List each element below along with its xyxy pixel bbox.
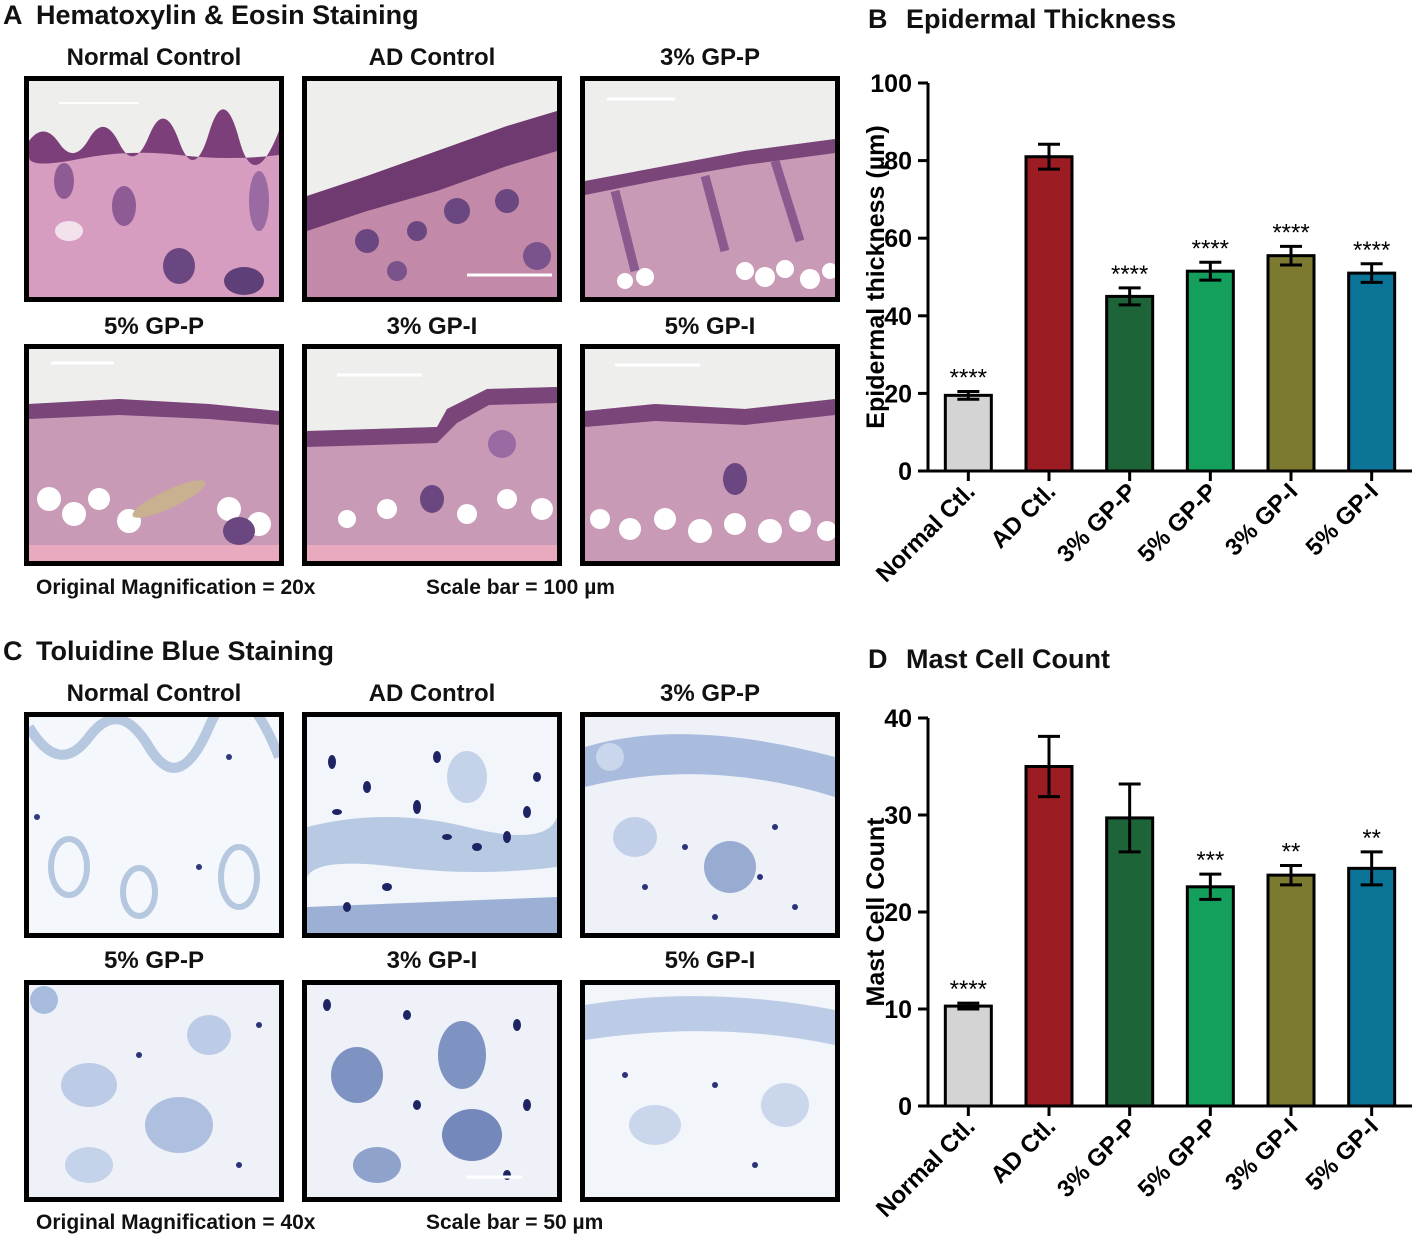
significance-label: ****	[1192, 235, 1229, 262]
y-tick-label: 100	[870, 70, 912, 98]
y-tick-label: 60	[884, 225, 912, 253]
tb-image-ad-control	[302, 712, 562, 938]
he-image-5-gp-p	[24, 344, 284, 566]
bar	[1024, 765, 1074, 1108]
he-image-5-gp-i	[580, 344, 840, 566]
x-tick-label: 3% GP-I	[1220, 478, 1303, 561]
significance-label: ****	[950, 364, 987, 391]
x-tick-label: 3% GP-P	[1052, 1113, 1142, 1203]
x-tick-label: 5% GP-P	[1133, 1113, 1223, 1203]
he-magnification-note: Original Magnification = 20x	[36, 576, 316, 599]
he-label-3-gp-i: 3% GP-I	[386, 313, 478, 340]
panel-b-letter: B	[868, 4, 888, 34]
significance-label: ****	[1111, 261, 1148, 288]
tb-label-3-gp-p: 3% GP-P	[659, 680, 761, 707]
chart-d-title: Mast Cell Count	[906, 644, 1111, 674]
bar	[1266, 254, 1316, 473]
panel-c-title: Toluidine Blue Staining	[36, 636, 334, 666]
y-tick-label: 30	[884, 802, 912, 830]
panel-a-letter: A	[3, 0, 23, 30]
tb-label-5-gp-i: 5% GP-I	[664, 947, 756, 974]
he-label-5-gp-p: 5% GP-P	[103, 313, 205, 340]
x-tick-label: 3% GP-P	[1052, 478, 1142, 568]
bar	[943, 1004, 993, 1108]
y-tick-label: 20	[884, 899, 912, 927]
he-scale-bar-note: Scale bar = 100 µm	[426, 576, 615, 599]
x-tick-label: 3% GP-I	[1220, 1113, 1303, 1196]
he-label-ad-control: AD Control	[368, 44, 496, 71]
y-axis-label: Mast Cell Count	[862, 817, 890, 1007]
he-label-5-gp-i: 5% GP-I	[664, 313, 756, 340]
tb-image-3-gp-i	[302, 980, 562, 1202]
significance-label: ****	[1272, 219, 1309, 246]
chart-epidermal-thickness: 0 20 40 60 80 100 Epidermal thickness (µm) ****…	[862, 70, 1412, 588]
x-tick-label: AD Ctl.	[986, 478, 1062, 554]
tb-scale-bar-note: Scale bar = 50 µm	[426, 1211, 604, 1234]
he-image-normal-control	[24, 76, 284, 302]
y-tick-label: 0	[898, 458, 912, 486]
significance-label: ****	[1353, 237, 1390, 264]
panel-c-letter: C	[3, 636, 23, 666]
bar	[943, 393, 993, 473]
y-tick-label: 40	[884, 303, 912, 331]
significance-label: ***	[1196, 847, 1224, 874]
bar	[1185, 269, 1235, 473]
significance-label: **	[1282, 838, 1301, 865]
tb-magnification-note: Original Magnification = 40x	[36, 1211, 316, 1234]
he-image-ad-control	[302, 76, 562, 302]
panel-a-title: Hematoxylin & Eosin Staining	[36, 0, 419, 30]
y-tick-label: 10	[884, 996, 912, 1024]
he-label-3-gp-p: 3% GP-P	[659, 44, 761, 71]
tb-label-ad-control: AD Control	[368, 680, 496, 707]
x-tick-label: Normal Ctl.	[871, 1113, 981, 1223]
bar	[1185, 885, 1235, 1108]
bar	[1105, 294, 1155, 473]
tb-label-normal-control: Normal Control	[66, 680, 242, 707]
y-tick-label: 20	[884, 380, 912, 408]
y-axis-label: Epidermal thickness (µm)	[862, 125, 890, 428]
y-tick-label: 0	[898, 1093, 912, 1121]
tb-image-3-gp-p	[580, 712, 840, 938]
x-tick-label: Normal Ctl.	[871, 478, 981, 588]
bar	[1266, 873, 1316, 1108]
tb-image-5-gp-i	[580, 980, 840, 1202]
tb-label-5-gp-p: 5% GP-P	[103, 947, 205, 974]
bar	[1347, 866, 1397, 1108]
x-tick-label: 5% GP-P	[1133, 478, 1223, 568]
x-tick-label: AD Ctl.	[986, 1113, 1062, 1189]
he-label-normal-control: Normal Control	[66, 44, 242, 71]
tb-image-5-gp-p	[24, 980, 284, 1202]
tb-label-3-gp-i: 3% GP-I	[386, 947, 478, 974]
chart-b-title: Epidermal Thickness	[906, 4, 1177, 34]
bar	[1105, 816, 1155, 1108]
x-tick-label: 5% GP-I	[1301, 1113, 1384, 1196]
he-image-3-gp-i	[302, 344, 562, 566]
tb-image-normal-control	[24, 712, 284, 938]
y-tick-label: 80	[884, 148, 912, 176]
bar	[1347, 271, 1397, 473]
y-tick-label: 40	[884, 705, 912, 733]
x-tick-label: 5% GP-I	[1301, 478, 1384, 561]
significance-label: **	[1362, 825, 1381, 852]
significance-label: ****	[950, 976, 987, 1003]
bar	[1024, 155, 1074, 473]
panel-d-letter: D	[868, 644, 888, 674]
he-image-3-gp-p	[580, 76, 840, 302]
